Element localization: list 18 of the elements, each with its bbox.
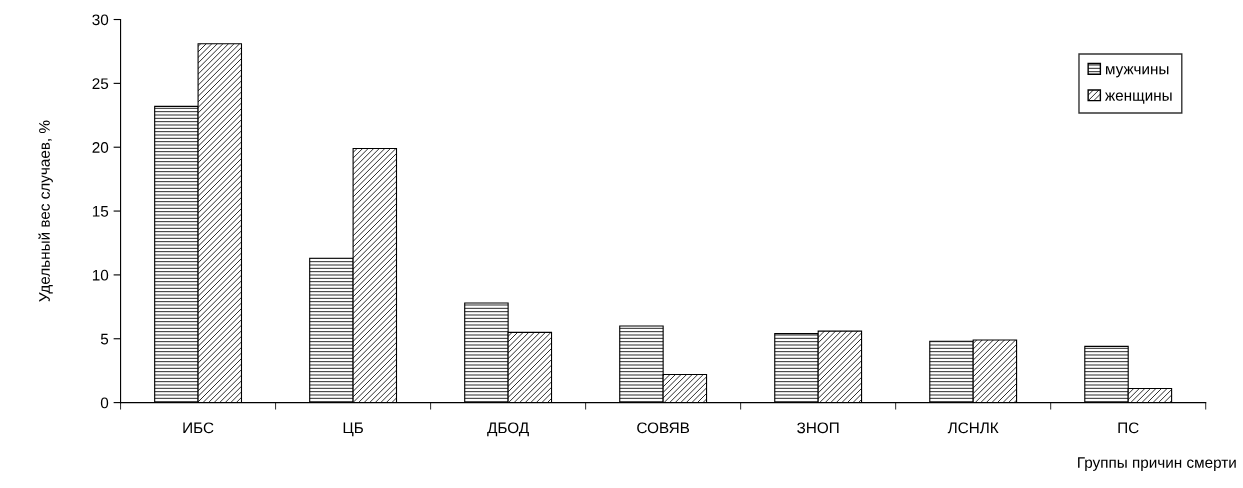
legend-label: женщины <box>1105 92 1172 104</box>
x-tick-label: ЦБ <box>343 422 363 437</box>
legend-label: мужчины <box>1106 66 1169 78</box>
y-tick-label: 5 <box>100 333 109 345</box>
x-tick-label: ЛСНЛК <box>947 422 999 434</box>
x-tick-label: ДБОД <box>487 422 529 437</box>
y-tick-label: 10 <box>92 269 109 281</box>
y-tick-label: 15 <box>92 206 109 217</box>
x-tick-label: СОВЯВ <box>637 422 690 434</box>
x-axis-title: Группы причин смерти <box>1078 457 1236 471</box>
y-tick-label: 30 <box>92 14 109 26</box>
y-tick-label: 20 <box>92 142 109 153</box>
y-axis-title: Удельный вес случаев, % <box>38 120 53 302</box>
y-tick-label: 0 <box>100 397 109 409</box>
y-tick-label: 25 <box>92 78 109 90</box>
x-tick-label: ЗНОП <box>797 422 839 434</box>
x-tick-label: ПС <box>1118 422 1139 434</box>
x-tick-label: ИБС <box>183 422 214 434</box>
